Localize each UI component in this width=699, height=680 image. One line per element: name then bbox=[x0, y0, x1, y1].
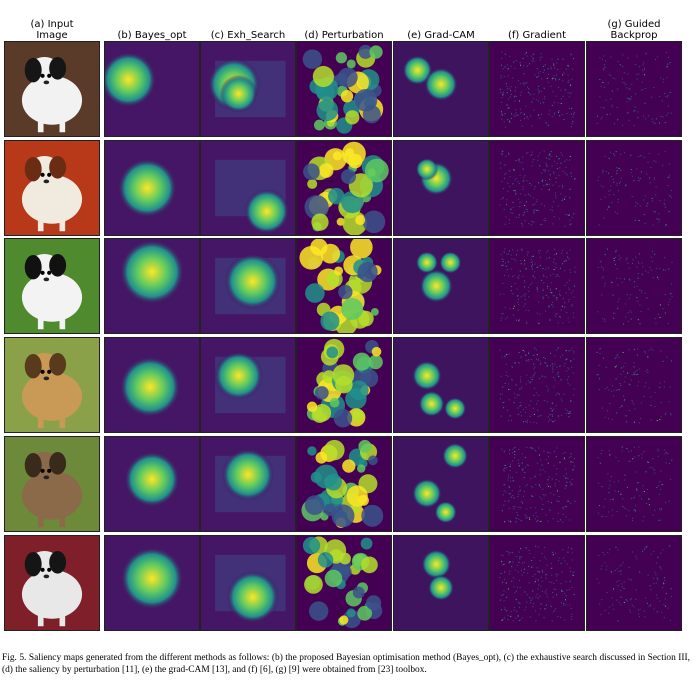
cell-input-row-1 bbox=[4, 41, 100, 137]
cell-gradient-row-2 bbox=[489, 140, 585, 236]
cell-gradient-row-5 bbox=[489, 436, 585, 532]
cell-gradcam-row-4 bbox=[393, 337, 489, 433]
cell-pert-row-2 bbox=[296, 140, 392, 236]
column-header-exh: (c) Exh_Search bbox=[210, 30, 286, 41]
cell-input-row-5 bbox=[4, 436, 100, 532]
cell-gradcam-row-6 bbox=[393, 535, 489, 631]
column-header-pert: (d) Perturbation bbox=[304, 30, 384, 41]
cell-guided-row-3 bbox=[586, 238, 682, 334]
cell-pert-row-3 bbox=[296, 238, 392, 334]
cell-exh-row-3 bbox=[200, 238, 296, 334]
cell-pert-row-6 bbox=[296, 535, 392, 631]
cell-exh-row-4 bbox=[200, 337, 296, 433]
column-header-gradient: (f) Gradient bbox=[507, 30, 567, 41]
cell-input-row-3 bbox=[4, 238, 100, 334]
cell-bayes-row-2 bbox=[104, 140, 200, 236]
cell-gradient-row-3 bbox=[489, 238, 585, 334]
cell-bayes-row-5 bbox=[104, 436, 200, 532]
cell-input-row-4 bbox=[4, 337, 100, 433]
cell-bayes-row-3 bbox=[104, 238, 200, 334]
cell-gradcam-row-2 bbox=[393, 140, 489, 236]
cell-gradient-row-6 bbox=[489, 535, 585, 631]
cell-input-row-6 bbox=[4, 535, 100, 631]
cell-gradcam-row-1 bbox=[393, 41, 489, 137]
cell-bayes-row-4 bbox=[104, 337, 200, 433]
cell-pert-row-1 bbox=[296, 41, 392, 137]
cell-gradcam-row-5 bbox=[393, 436, 489, 532]
cell-exh-row-5 bbox=[200, 436, 296, 532]
column-header-guided: (g) Guided Backprop bbox=[607, 19, 661, 41]
cell-pert-row-5 bbox=[296, 436, 392, 532]
column-header-input: (a) Input Image bbox=[30, 19, 74, 41]
cell-bayes-row-6 bbox=[104, 535, 200, 631]
cell-exh-row-6 bbox=[200, 535, 296, 631]
cell-guided-row-5 bbox=[586, 436, 682, 532]
cell-input-row-2 bbox=[4, 140, 100, 236]
column-header-gradcam: (e) Grad-CAM bbox=[407, 30, 475, 41]
cell-guided-row-4 bbox=[586, 337, 682, 433]
cell-guided-row-6 bbox=[586, 535, 682, 631]
cell-guided-row-1 bbox=[586, 41, 682, 137]
cell-exh-row-2 bbox=[200, 140, 296, 236]
cell-pert-row-4 bbox=[296, 337, 392, 433]
cell-gradient-row-1 bbox=[489, 41, 585, 137]
cell-exh-row-1 bbox=[200, 41, 296, 137]
column-header-bayes: (b) Bayes_opt bbox=[117, 30, 187, 41]
cell-gradcam-row-3 bbox=[393, 238, 489, 334]
cell-guided-row-2 bbox=[586, 140, 682, 236]
cell-gradient-row-4 bbox=[489, 337, 585, 433]
figure-caption: Fig. 5. Saliency maps generated from the… bbox=[2, 653, 690, 675]
cell-bayes-row-1 bbox=[104, 41, 200, 137]
